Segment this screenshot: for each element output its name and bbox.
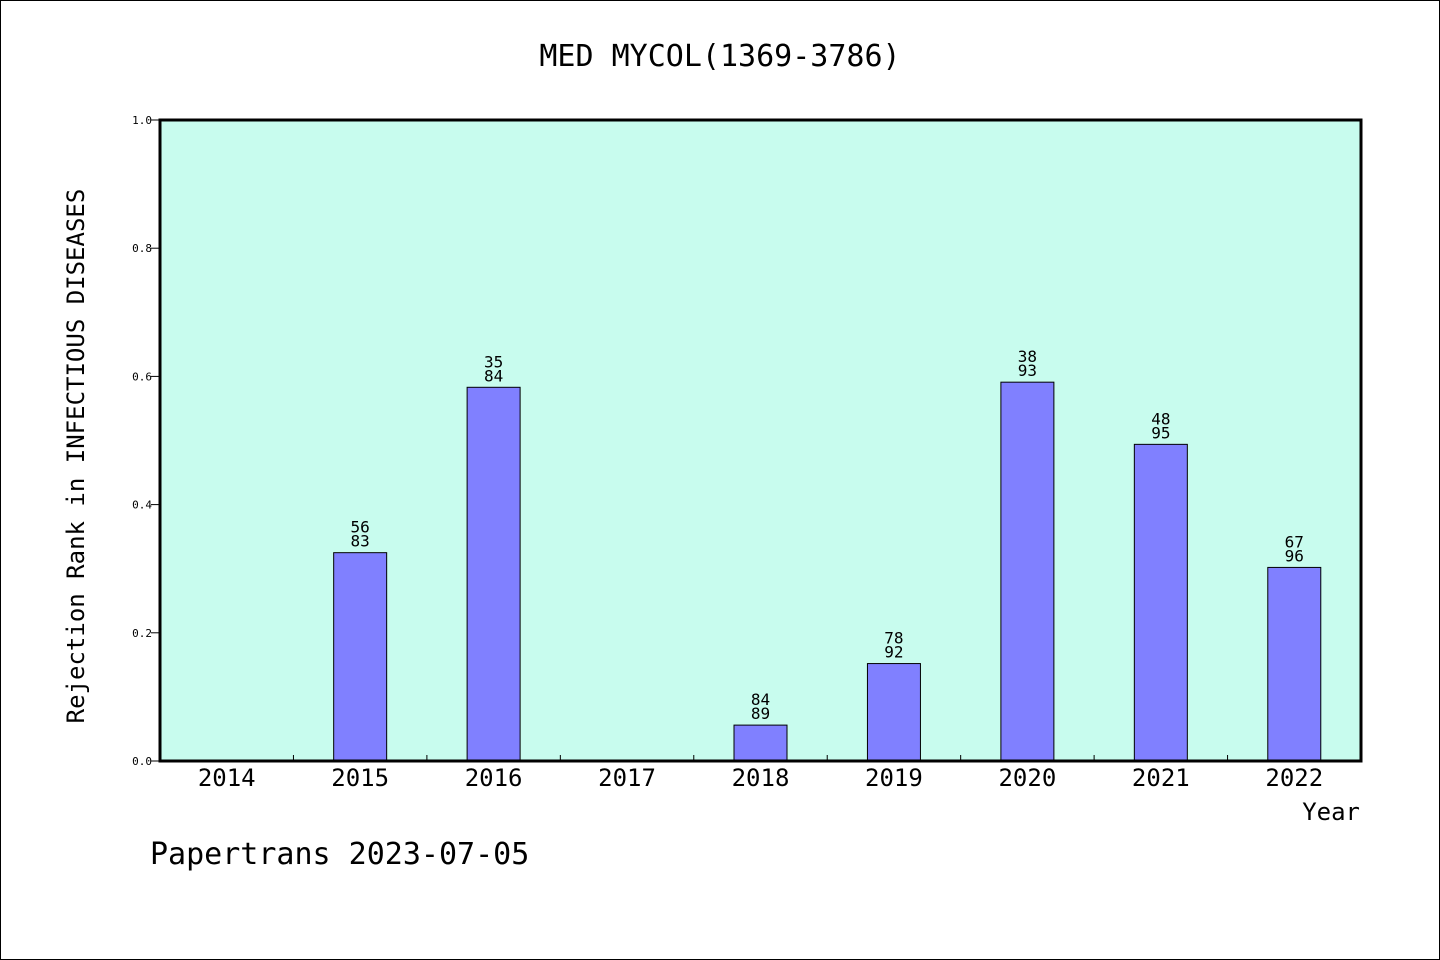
bar-2015 xyxy=(333,552,388,762)
bar-label-top-2020: 38 xyxy=(1018,347,1037,366)
x-ticks-group: 2014 2015 2016 2017 2018 2019 2020 2021 2022 xyxy=(198,755,1323,792)
bar-label-bottom-2018: 89 xyxy=(751,704,770,723)
x-tick-label-2019: 2019 xyxy=(865,764,923,792)
x-tick-label-2022: 2022 xyxy=(1265,764,1323,792)
x-tick-label-2017: 2017 xyxy=(598,764,656,792)
bar-label-bottom-2019: 92 xyxy=(884,643,903,662)
x-tick-label-2021: 2021 xyxy=(1132,764,1190,792)
bar-2018 xyxy=(733,724,788,762)
x-tick-label-2018: 2018 xyxy=(732,764,790,792)
footer-text: Papertrans 2023-07-05 xyxy=(150,837,529,872)
bar-2019 xyxy=(866,663,921,762)
x-tick-label-2020: 2020 xyxy=(998,764,1056,792)
bar-label-top-2019: 78 xyxy=(884,629,903,648)
bar-label-bottom-2016: 84 xyxy=(484,366,503,385)
x-tick-label-2014: 2014 xyxy=(198,764,256,792)
y-tick-label: 1.0 xyxy=(132,114,152,127)
y-tick-label: 0.4 xyxy=(132,499,152,512)
x-tick-label-2016: 2016 xyxy=(465,764,523,792)
chart-title: MED MYCOL(1369-3786) xyxy=(539,39,900,74)
bar-2022 xyxy=(1267,566,1322,762)
bar-2016 xyxy=(466,386,521,762)
bar-label-bottom-2022: 96 xyxy=(1285,546,1304,565)
x-axis-label: Year xyxy=(1302,798,1360,826)
y-ticks-group: 0.0 0.2 0.4 0.6 0.8 1.0 xyxy=(132,114,160,768)
bar-label-top-2018: 84 xyxy=(751,690,770,709)
x-tick-label-2015: 2015 xyxy=(331,764,389,792)
y-tick-label: 0.2 xyxy=(132,627,152,640)
y-tick-label: 0.8 xyxy=(132,242,152,255)
bar-label-bottom-2021: 95 xyxy=(1151,423,1170,442)
bar-2021 xyxy=(1133,443,1188,762)
y-tick-label: 0.0 xyxy=(132,755,152,768)
plot-border xyxy=(158,118,1363,763)
bar-label-bottom-2020: 93 xyxy=(1018,361,1037,380)
bars-group xyxy=(333,381,1322,762)
bar-label-top-2022: 67 xyxy=(1285,532,1304,551)
bar-label-bottom-2015: 83 xyxy=(351,532,370,551)
y-tick-label: 0.6 xyxy=(132,370,152,383)
y-axis-label: Rejection Rank in INFECTIOUS DISEASES xyxy=(62,189,90,724)
bar-label-top-2016: 35 xyxy=(484,352,503,371)
bar-label-top-2021: 48 xyxy=(1151,409,1170,428)
bar-2020 xyxy=(1000,381,1055,762)
bar-label-top-2015: 56 xyxy=(351,518,370,537)
